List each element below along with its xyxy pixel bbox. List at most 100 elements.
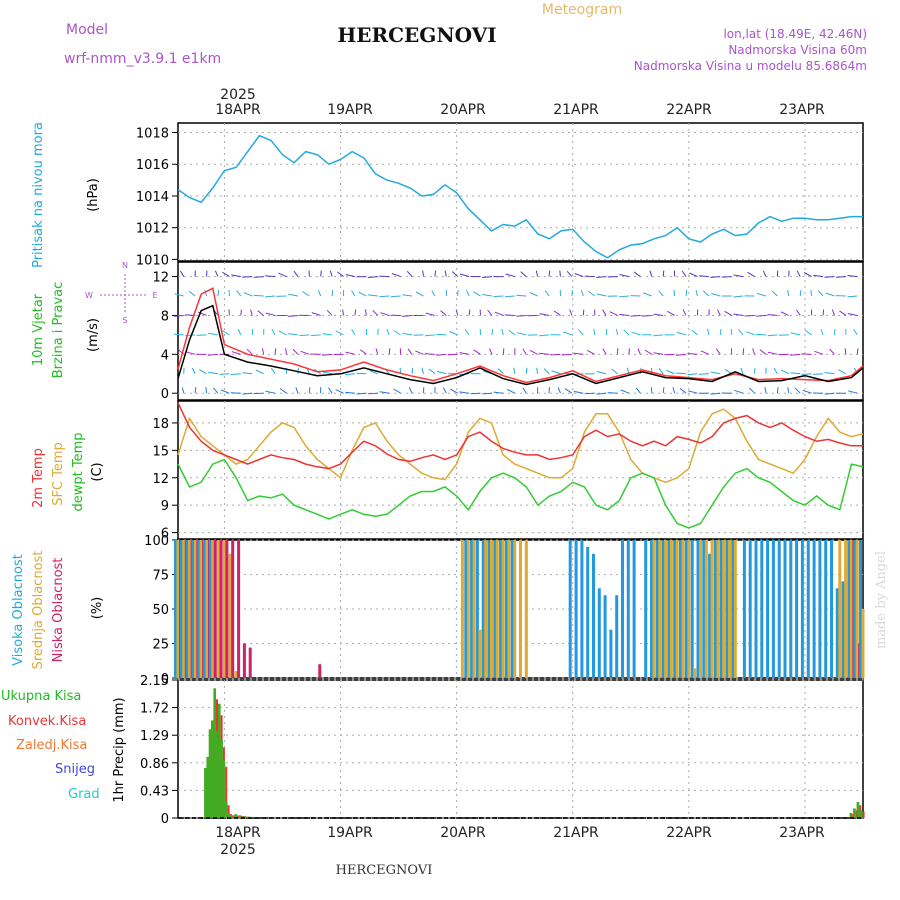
y-tick-label: 0 — [161, 672, 169, 687]
compass-north: N — [122, 261, 128, 270]
mid-cloud-bar — [861, 609, 865, 678]
y-tick-label: 1014 — [136, 190, 169, 205]
mid-cloud-bar — [716, 540, 720, 678]
wind-barb — [847, 313, 858, 316]
wind-barb — [253, 294, 264, 297]
wind-barb — [744, 314, 755, 317]
high-cloud-bar — [475, 540, 479, 678]
wind-barb — [270, 367, 276, 375]
mid-cloud-bar — [838, 540, 842, 678]
wind-barb — [196, 334, 207, 336]
wind-barb — [536, 367, 539, 374]
mid-cloud-bar — [652, 540, 656, 678]
total-rain-bar — [225, 802, 228, 818]
wind-barb — [311, 312, 321, 316]
total-rain-bar — [211, 720, 214, 818]
mid-cloud-bar — [211, 540, 215, 678]
high-cloud-bar — [493, 540, 497, 678]
y-tick-label: 0 — [161, 812, 169, 827]
mid-cloud-bar — [669, 540, 673, 678]
wind-barb — [335, 389, 344, 394]
high-cloud-bar — [754, 540, 758, 678]
wind-barb — [691, 329, 698, 336]
wind-barb — [231, 351, 241, 355]
wind-barb — [756, 292, 767, 297]
wind-barb — [505, 273, 515, 278]
wind-barb — [689, 272, 698, 278]
mid-cloud-bar — [664, 540, 668, 678]
date-label-bottom: 22APR — [666, 825, 712, 841]
wind-barb — [539, 334, 550, 337]
low-cloud-bar — [219, 540, 223, 678]
total-rain-bar — [208, 729, 212, 818]
high-cloud-bar — [702, 540, 706, 678]
wind-barb — [297, 367, 299, 374]
high-cloud-bar — [795, 540, 799, 678]
date-label-top: 22APR — [666, 102, 712, 118]
high-cloud-bar — [621, 540, 624, 678]
high-cloud-bar — [574, 540, 578, 678]
wind-barb — [407, 348, 413, 355]
mid-cloud-bar — [687, 540, 691, 678]
wind-barb — [525, 367, 528, 374]
wind-barb — [559, 270, 561, 277]
wind-barb — [444, 270, 447, 277]
mid-cloud-bar — [524, 540, 528, 678]
conv-rain-bar — [246, 816, 249, 818]
y-tick-label: 100 — [144, 534, 169, 549]
y-tick-label: 6 — [161, 527, 169, 542]
wind-barb — [829, 348, 835, 355]
wind-barb — [817, 290, 824, 297]
high-cloud-bar — [615, 595, 619, 678]
wind-barb — [733, 295, 744, 298]
wind-barb — [573, 352, 584, 355]
wind-barb — [698, 275, 709, 278]
wind-barb — [539, 313, 550, 316]
high-cloud-bar — [748, 540, 752, 678]
total-rain-bar — [222, 760, 226, 818]
wind-barb — [335, 330, 344, 336]
y-tick-label: 1.72 — [140, 702, 169, 717]
wind-barb — [544, 290, 550, 297]
wind-barb — [351, 328, 356, 336]
mid-cloud-bar — [704, 540, 708, 678]
mid-cloud-bar — [507, 540, 511, 678]
low-cloud-bar — [231, 540, 235, 678]
total-rain-bar — [218, 703, 221, 818]
wind-barb — [205, 387, 208, 394]
wind-barb — [351, 290, 356, 297]
wind-barb — [831, 309, 835, 316]
y-tick-label: 75 — [152, 569, 169, 584]
high-cloud-bar — [690, 540, 694, 678]
wind-barb — [574, 273, 584, 278]
wind-barb — [623, 329, 630, 336]
date-label-top: 18APR — [215, 102, 261, 118]
total-rain-bar — [856, 802, 860, 818]
wind-barb — [820, 328, 824, 336]
wind-barb — [835, 276, 846, 278]
mid-cloud-bar — [176, 540, 180, 678]
wind-barb — [543, 368, 550, 375]
wind-barb — [317, 290, 322, 297]
high-cloud-bar — [835, 588, 839, 678]
wind-plot-frame — [177, 261, 864, 401]
wind-barb — [431, 290, 436, 297]
wind-barb — [222, 271, 230, 277]
wind-barb — [220, 389, 230, 394]
wind-barb — [548, 270, 551, 277]
wind-barb — [787, 290, 790, 297]
wind-barb — [369, 370, 378, 375]
wind-barb — [208, 332, 219, 336]
low-cloud-bar — [318, 664, 322, 678]
high-cloud-bar — [708, 553, 712, 678]
wind-barb — [217, 289, 220, 297]
cloud-unit: (%) — [90, 597, 105, 620]
high-cloud-axis-title: Visoka Oblacnost — [11, 554, 26, 666]
wind-barb — [796, 309, 801, 316]
wind-barb — [653, 334, 664, 337]
wind-barb — [356, 372, 367, 375]
wind-barb — [740, 367, 744, 374]
temperature-plot-frame — [177, 400, 864, 540]
wind-barb — [839, 310, 847, 316]
wind-barb — [824, 392, 835, 395]
